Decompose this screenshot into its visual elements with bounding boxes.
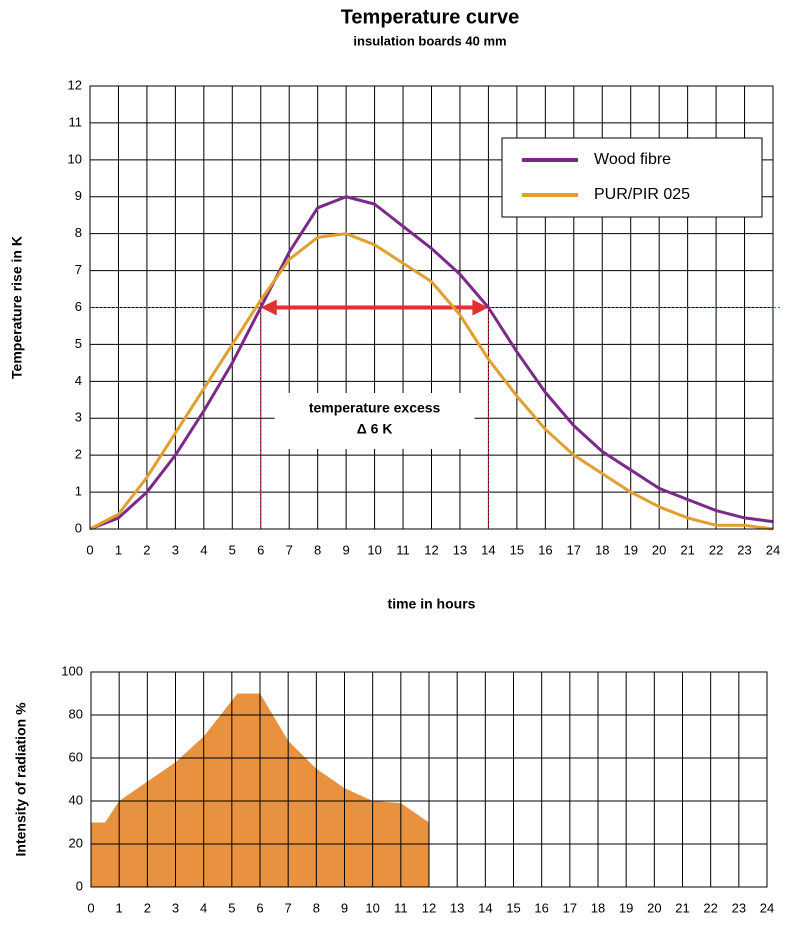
x-tick-label: 3 (172, 900, 179, 915)
y-tick-label: 60 (69, 749, 83, 764)
x-tick-label: 12 (424, 542, 438, 557)
x-tick-label: 13 (450, 900, 464, 915)
x-axis-label: time in hours (388, 596, 476, 612)
legend-box (501, 137, 763, 218)
y-tick-label: 4 (75, 373, 82, 388)
x-tick-label: 5 (228, 900, 235, 915)
y-tick-label: 1 (75, 484, 82, 499)
x-tick-label: 0 (87, 900, 94, 915)
legend-label: PUR/PIR 025 (594, 186, 690, 203)
x-tick-label: 14 (478, 900, 492, 915)
y-axis-label: Temperature rise in K (9, 236, 25, 379)
x-tick-label: 9 (343, 542, 350, 557)
chart-subtitle: insulation boards 40 mm (353, 33, 506, 48)
x-tick-label: 23 (732, 900, 746, 915)
y-tick-label: 40 (69, 792, 83, 807)
x-tick-label: 2 (144, 900, 151, 915)
x-tick-label: 11 (394, 900, 408, 915)
y-tick-label: 12 (68, 77, 82, 92)
x-tick-label: 4 (200, 542, 207, 557)
y-tick-label: 3 (75, 410, 82, 425)
x-tick-label: 19 (623, 542, 637, 557)
y-axis-label: Intensity of radiation % (13, 702, 29, 857)
x-tick-label: 9 (341, 900, 348, 915)
x-tick-label: 6 (257, 542, 264, 557)
x-tick-label: 12 (422, 900, 436, 915)
chart-title: Temperature curve (341, 6, 520, 28)
y-tick-label: 8 (75, 225, 82, 240)
x-tick-label: 19 (619, 900, 633, 915)
x-tick-label: 24 (766, 542, 780, 557)
x-tick-label: 1 (116, 900, 123, 915)
x-tick-label: 8 (314, 542, 321, 557)
x-tick-label: 20 (647, 900, 661, 915)
x-tick-label: 10 (365, 900, 379, 915)
y-tick-label: 7 (75, 262, 82, 277)
x-tick-label: 24 (760, 900, 774, 915)
x-tick-label: 1 (115, 542, 122, 557)
x-tick-label: 7 (285, 900, 292, 915)
y-tick-label: 80 (69, 706, 83, 721)
y-tick-label: 20 (69, 835, 83, 850)
x-tick-label: 5 (229, 542, 236, 557)
y-tick-label: 0 (76, 878, 83, 893)
x-tick-label: 7 (286, 542, 293, 557)
x-tick-label: 21 (680, 542, 694, 557)
x-tick-label: 8 (313, 900, 320, 915)
x-tick-label: 22 (703, 900, 717, 915)
y-tick-label: 5 (75, 336, 82, 351)
arrow-head (260, 299, 277, 316)
y-tick-label: 11 (69, 114, 83, 129)
legend-label: Wood fibre (594, 151, 671, 168)
x-tick-label: 16 (538, 542, 552, 557)
y-tick-label: 0 (75, 520, 82, 535)
y-tick-label: 2 (75, 447, 82, 462)
y-tick-label: 10 (68, 151, 82, 166)
x-tick-label: 15 (506, 900, 520, 915)
x-tick-label: 16 (534, 900, 548, 915)
x-tick-label: 13 (453, 542, 467, 557)
x-tick-label: 0 (86, 542, 93, 557)
y-tick-label: 100 (61, 663, 83, 678)
x-tick-label: 23 (737, 542, 751, 557)
x-tick-label: 17 (567, 542, 581, 557)
x-tick-label: 18 (595, 542, 609, 557)
x-tick-label: 20 (652, 542, 666, 557)
x-tick-label: 21 (675, 900, 689, 915)
plot-border (89, 85, 774, 530)
x-tick-label: 6 (256, 900, 263, 915)
x-tick-label: 11 (396, 542, 410, 557)
y-tick-label: 9 (75, 188, 82, 203)
x-tick-label: 18 (591, 900, 605, 915)
annotation: Δ 6 K (357, 421, 393, 437)
x-tick-label: 17 (563, 900, 577, 915)
x-tick-label: 15 (510, 542, 524, 557)
x-tick-label: 14 (481, 542, 495, 557)
annotation: temperature excess (309, 400, 441, 416)
y-tick-label: 6 (75, 299, 82, 314)
plot-border (90, 671, 768, 888)
arrow-head (472, 299, 489, 316)
x-tick-label: 4 (200, 900, 207, 915)
series-line (89, 195, 774, 531)
x-tick-label: 22 (709, 542, 723, 557)
annotation-box (274, 393, 475, 449)
x-tick-label: 2 (143, 542, 150, 557)
series-line (89, 232, 774, 531)
x-tick-label: 3 (172, 542, 179, 557)
x-tick-label: 10 (367, 542, 381, 557)
